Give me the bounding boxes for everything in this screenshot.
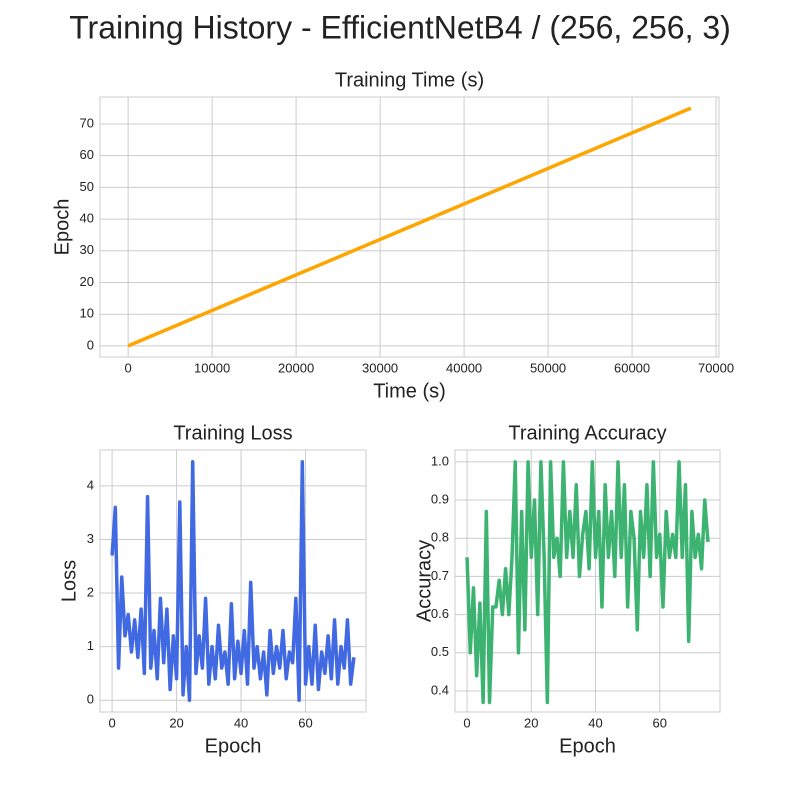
axes-title: Training Time (s): [335, 69, 484, 91]
y-axis-label: Loss: [58, 560, 80, 602]
x-tick-label: 40: [588, 715, 602, 730]
x-tick-label: 60: [298, 715, 312, 730]
y-tick-label: 30: [80, 242, 94, 257]
y-tick-label: 1: [87, 638, 94, 653]
y-tick-label: 4: [87, 477, 94, 492]
data-line: [465, 460, 710, 705]
y-tick-label: 2: [87, 584, 94, 599]
y-tick-label: 10: [80, 306, 94, 321]
x-axis-label: Epoch: [205, 735, 262, 757]
y-tick-label: 0.4: [431, 682, 449, 697]
data-line: [127, 106, 692, 348]
x-axis-label: Time (s): [373, 380, 446, 402]
y-axis-label: Epoch: [51, 199, 73, 256]
x-tick-label: 0: [463, 715, 470, 730]
x-tick-label: 20000: [278, 360, 314, 375]
axes-title: Training Loss: [173, 422, 292, 444]
x-tick-label: 50000: [530, 360, 566, 375]
x-tick-label: 40000: [446, 360, 482, 375]
x-tick-label: 10000: [194, 360, 230, 375]
x-tick-label: 20: [169, 715, 183, 730]
y-tick-label: 0.5: [431, 644, 449, 659]
x-axis-label: Epoch: [559, 735, 616, 757]
x-tick-label: 60000: [614, 360, 650, 375]
y-axis-label: Accuracy: [413, 540, 435, 622]
y-tick-label: 40: [80, 211, 94, 226]
x-tick-label: 20: [524, 715, 538, 730]
axes-title: Training Accuracy: [508, 422, 666, 444]
y-tick-label: 60: [80, 147, 94, 162]
y-tick-label: 0.8: [431, 530, 449, 545]
y-tick-label: 20: [80, 274, 94, 289]
y-tick-label: 1.0: [431, 453, 449, 468]
x-tick-label: 60: [653, 715, 667, 730]
y-tick-label: 50: [80, 179, 94, 194]
figure-title: Training History - EfficientNetB4 / (256…: [69, 9, 731, 45]
y-tick-label: 0.7: [431, 568, 449, 583]
y-tick-label: 3: [87, 531, 94, 546]
x-tick-label: 40: [234, 715, 248, 730]
y-tick-label: 0.9: [431, 491, 449, 506]
x-tick-label: 30000: [362, 360, 398, 375]
data-line: [110, 460, 356, 702]
x-tick-label: 70000: [698, 360, 734, 375]
x-tick-label: 0: [108, 715, 115, 730]
y-tick-label: 0: [87, 692, 94, 707]
x-tick-label: 0: [125, 360, 132, 375]
y-tick-label: 0: [87, 337, 94, 352]
y-tick-label: 0.6: [431, 606, 449, 621]
y-tick-label: 70: [80, 115, 94, 130]
